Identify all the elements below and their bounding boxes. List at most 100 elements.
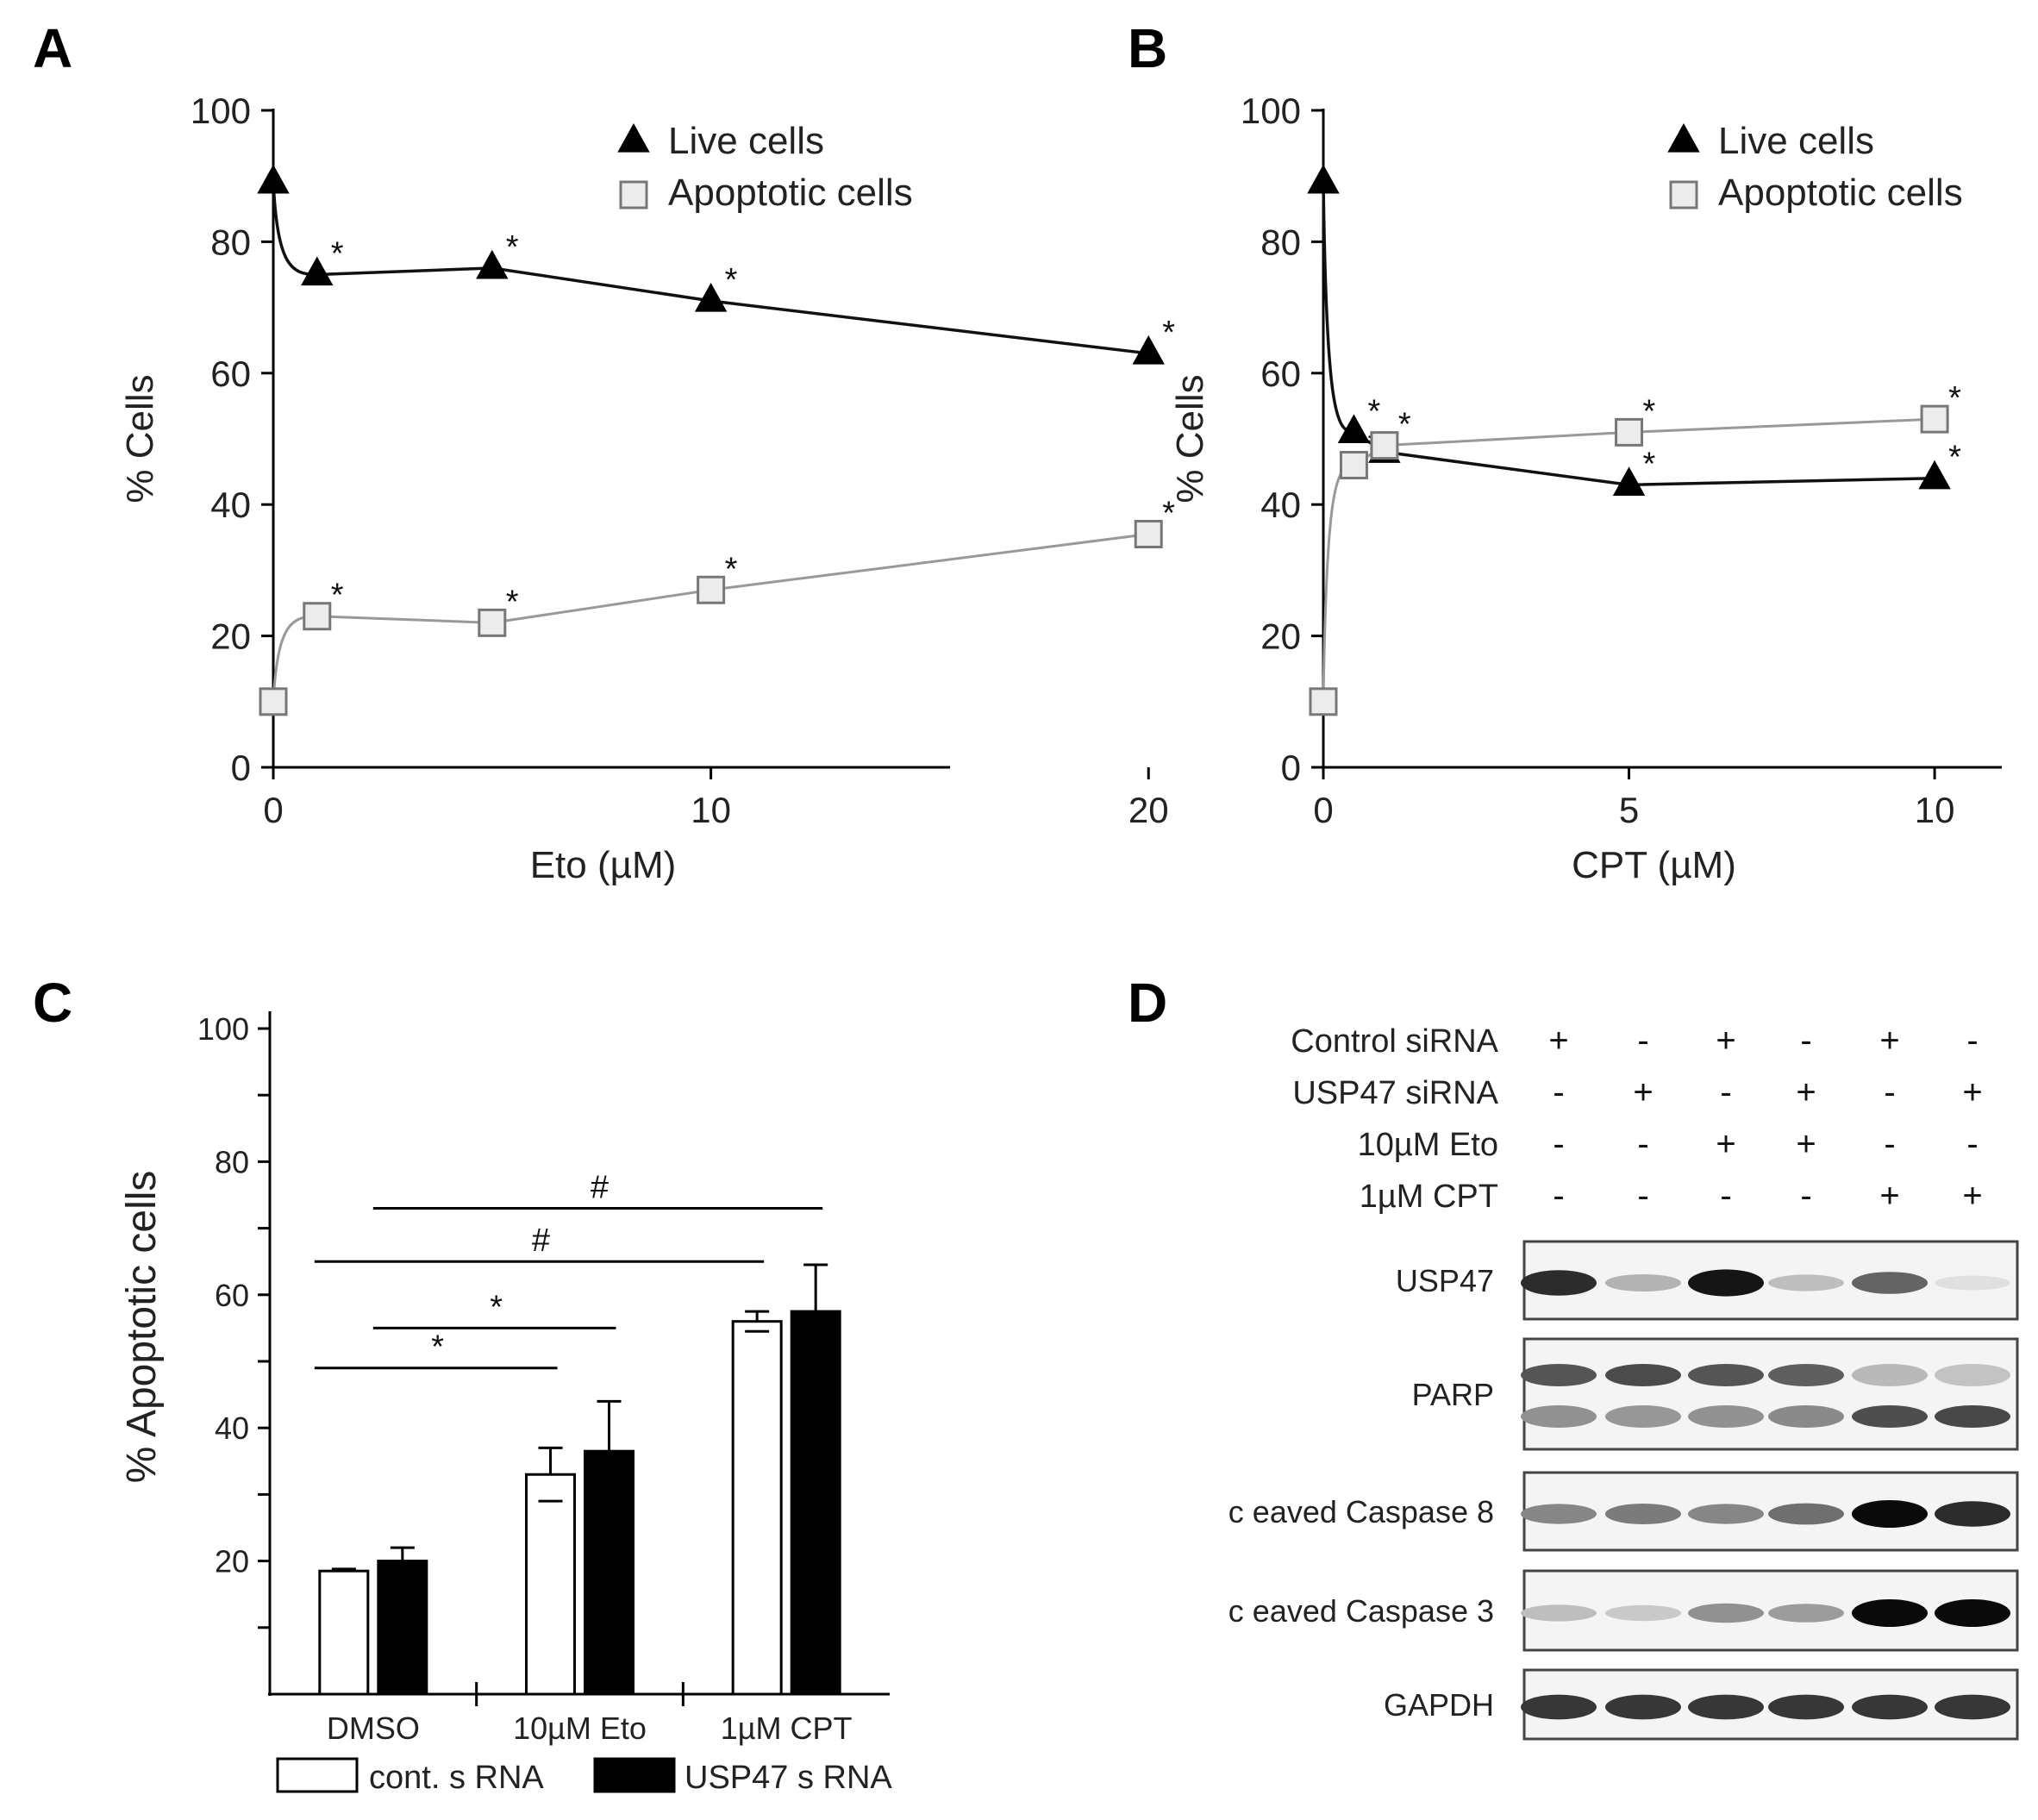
blot-band bbox=[1521, 1405, 1597, 1428]
blot-band bbox=[1605, 1604, 1681, 1622]
blot-band bbox=[1605, 1364, 1681, 1386]
live-cells-point bbox=[1132, 335, 1165, 365]
panel-label-c: C bbox=[33, 972, 72, 1034]
y-tick-label: 60 bbox=[215, 1278, 249, 1313]
live-cells-point bbox=[1918, 460, 1951, 490]
legend-apoptotic-marker bbox=[619, 180, 648, 210]
blot-condition-sign: + bbox=[1633, 1073, 1653, 1111]
blot-band bbox=[1768, 1694, 1844, 1720]
panel-label-b: B bbox=[1128, 17, 1167, 79]
blot-condition-sign: - bbox=[1800, 1022, 1811, 1060]
live-cells-point bbox=[301, 256, 334, 286]
blot-band bbox=[1768, 1274, 1844, 1292]
blot-band bbox=[1605, 1274, 1681, 1292]
y-axis-title: % Apoptotic cells bbox=[119, 1171, 165, 1484]
apoptotic-cells-line bbox=[272, 533, 1149, 702]
significance-marker: # bbox=[591, 1169, 609, 1205]
blot-condition-sign: - bbox=[1637, 1022, 1648, 1060]
blot-band bbox=[1605, 1405, 1681, 1428]
significance-star: * bbox=[725, 551, 738, 587]
y-tick-label: 80 bbox=[1260, 222, 1301, 262]
apoptotic-cells-point bbox=[1920, 404, 1949, 434]
blot-band bbox=[1605, 1504, 1681, 1524]
y-tick-label: 40 bbox=[210, 485, 251, 525]
apoptotic-cells-point bbox=[478, 608, 507, 637]
significance-marker: # bbox=[532, 1223, 550, 1259]
legend-apoptotic-label: Apoptotic cells bbox=[668, 172, 913, 214]
blot-protein-label: c eaved Caspase 3 bbox=[1228, 1593, 1494, 1629]
significance-star: * bbox=[331, 578, 344, 614]
legend-live-label: Live cells bbox=[1718, 120, 1874, 162]
blot-band bbox=[1852, 1405, 1928, 1428]
blot-condition-sign: - bbox=[1637, 1125, 1648, 1163]
live-cells-point bbox=[476, 249, 509, 279]
y-tick-label: 0 bbox=[231, 747, 251, 788]
blot-condition-sign: + bbox=[1716, 1022, 1735, 1060]
y-tick-label: 20 bbox=[1260, 616, 1301, 657]
y-tick-label: 0 bbox=[1281, 747, 1301, 788]
panel-a-line-chart: 0 20 40 60 80 100 0 10 20 Eto (µM) % Cells * * * * * * * *… bbox=[119, 91, 1175, 886]
apoptotic-cells-point bbox=[1615, 417, 1644, 447]
x-tick-label: 0 bbox=[1313, 790, 1333, 830]
y-tick-label: 80 bbox=[210, 222, 251, 262]
x-tick-label: 0 bbox=[263, 790, 283, 830]
y-axis-title: % Cells bbox=[119, 374, 161, 503]
significance-star: * bbox=[725, 262, 738, 298]
significance-star: * bbox=[1162, 495, 1175, 531]
y-tick-label: 100 bbox=[1241, 91, 1301, 131]
blot-band bbox=[1935, 1364, 2010, 1386]
x-axis-title: Eto (µM) bbox=[530, 844, 677, 886]
y-tick-label: 40 bbox=[1260, 485, 1301, 525]
x-axis-title: CPT (µM) bbox=[1572, 844, 1736, 886]
significance-star: * bbox=[1948, 380, 1961, 416]
y-tick-label: 20 bbox=[215, 1544, 249, 1579]
blot-condition-sign: - bbox=[1720, 1177, 1731, 1215]
blot-condition-sign: + bbox=[1716, 1125, 1735, 1163]
panel-label-d: D bbox=[1128, 972, 1167, 1034]
usp47-sirna-bar bbox=[377, 1560, 428, 1696]
blot-band bbox=[1521, 1504, 1597, 1524]
live-cells-point bbox=[694, 282, 728, 312]
significance-marker: * bbox=[431, 1329, 444, 1366]
x-category-label: 1µM CPT bbox=[721, 1711, 853, 1746]
y-tick-label: 60 bbox=[1260, 353, 1301, 394]
live-cells-point bbox=[257, 164, 290, 194]
live-cells-point bbox=[1612, 466, 1646, 496]
blot-band bbox=[1521, 1694, 1597, 1720]
legend-usp47-label: USP47 s RNA bbox=[685, 1760, 892, 1796]
significance-marker: * bbox=[490, 1289, 503, 1325]
blot-band bbox=[1688, 1364, 1764, 1386]
blot-membrane bbox=[1522, 1337, 2019, 1451]
usp47-sirna-bar bbox=[584, 1449, 635, 1696]
blot-condition-sign: - bbox=[1966, 1022, 1978, 1060]
cont-sirna-bar bbox=[525, 1473, 576, 1696]
y-tick-label: 80 bbox=[215, 1144, 249, 1179]
y-tick-label: 40 bbox=[215, 1410, 249, 1446]
blot-band bbox=[1521, 1270, 1597, 1296]
blot-band bbox=[1521, 1604, 1597, 1622]
blot-band bbox=[1521, 1364, 1597, 1386]
blot-band bbox=[1935, 1694, 2010, 1720]
live-cells-point bbox=[1337, 414, 1371, 444]
blot-condition-sign: - bbox=[1800, 1177, 1811, 1215]
blot-band bbox=[1852, 1599, 1928, 1627]
blot-condition-sign: - bbox=[1884, 1073, 1895, 1111]
apoptotic-cells-point bbox=[1309, 687, 1338, 716]
blot-condition-label: 1µM CPT bbox=[1360, 1179, 1498, 1215]
blot-condition-sign: - bbox=[1553, 1073, 1564, 1111]
significance-star: * bbox=[506, 584, 519, 620]
y-tick-label: 20 bbox=[210, 616, 251, 657]
apoptotic-cells-point bbox=[1339, 450, 1368, 479]
blot-condition-sign: + bbox=[1796, 1073, 1816, 1111]
blot-band bbox=[1768, 1604, 1844, 1623]
blot-condition-label: Control siRNA bbox=[1291, 1023, 1498, 1060]
blot-protein-label: GAPDH bbox=[1384, 1687, 1494, 1723]
x-tick-label: 10 bbox=[691, 790, 731, 830]
x-category-label: DMSO bbox=[327, 1711, 420, 1746]
blot-protein-label: c eaved Caspase 8 bbox=[1228, 1494, 1494, 1529]
panel-label-a: A bbox=[33, 17, 72, 79]
blot-condition-label: USP47 siRNA bbox=[1292, 1075, 1498, 1111]
blot-condition-sign: - bbox=[1720, 1073, 1731, 1111]
x-tick-label: 10 bbox=[1915, 790, 1955, 830]
